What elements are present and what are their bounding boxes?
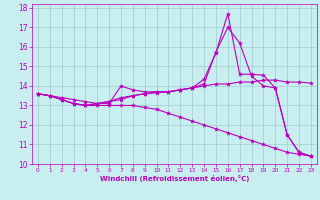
X-axis label: Windchill (Refroidissement éolien,°C): Windchill (Refroidissement éolien,°C) <box>100 175 249 182</box>
